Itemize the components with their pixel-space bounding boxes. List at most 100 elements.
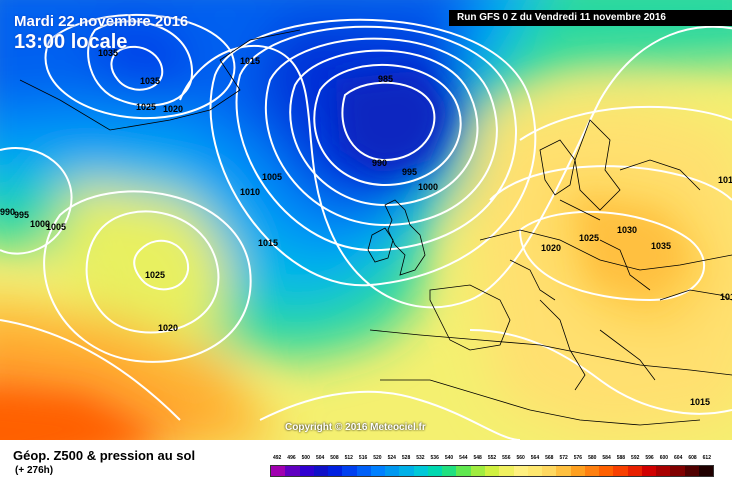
isobars	[0, 13, 732, 440]
legend-tick-label: 544	[459, 455, 468, 461]
legend-swatch	[285, 466, 300, 476]
legend-swatch	[442, 466, 457, 476]
legend-tick-label: 508	[330, 455, 339, 461]
legend-tick-label: 520	[373, 455, 382, 461]
legend-tick-label: 556	[502, 455, 511, 461]
legend-swatch	[328, 466, 343, 476]
isobar-label: 990	[372, 158, 387, 168]
legend-tick-label: 604	[674, 455, 683, 461]
legend-swatch	[456, 466, 471, 476]
legend-swatch	[413, 466, 428, 476]
legend-swatch	[313, 466, 329, 476]
isobar-label: 995	[14, 210, 29, 220]
legend-tick-label: 580	[588, 455, 597, 461]
isobar-label: 985	[378, 74, 393, 84]
isobar-label: 1035	[140, 76, 160, 86]
legend-tick-label: 560	[516, 455, 525, 461]
isobar-label: 101	[718, 175, 732, 185]
isobar-label: 1025	[579, 233, 599, 243]
isobar-label: 1005	[262, 172, 282, 182]
legend-swatch	[370, 466, 386, 476]
legend-tick-labels: 492 496 500 504 508 512 516 520 524 528 532 536 540 5…	[270, 455, 714, 463]
isobar-label: 1015	[258, 238, 278, 248]
legend-swatch	[470, 466, 485, 476]
legend-swatch	[641, 466, 657, 476]
legend-tick-label: 576	[573, 455, 583, 461]
forecast-date: Mardi 22 novembre 2016	[14, 13, 189, 30]
legend-swatch	[385, 466, 400, 476]
legend-swatch	[570, 466, 585, 476]
isobar-label: 1020	[163, 104, 183, 114]
forecast-time: 13:00 locale	[14, 31, 128, 53]
isobar-labels: 1035 1035 1015 1025 1020 985 990 995 100…	[0, 48, 732, 407]
legend-tick-label: 532	[416, 455, 425, 461]
map-footer: Géop. Z500 & pression au sol (+ 276h) 49…	[0, 440, 732, 488]
isobar-label: 1025	[145, 270, 165, 280]
legend-tick-label: 608	[688, 455, 697, 461]
legend-tick-label: 552	[487, 455, 497, 461]
legend-tick-label: 512	[344, 455, 353, 461]
legend-tick-label: 592	[631, 455, 640, 461]
legend-swatch	[342, 466, 357, 476]
legend-swatch	[613, 466, 628, 476]
legend-tick-label: 492	[272, 455, 282, 461]
legend-swatch	[399, 466, 414, 476]
legend-tick-label: 600	[659, 455, 669, 461]
isobar-label: 1020	[158, 323, 178, 333]
map-canvas: 1035 1035 1015 1025 1020 985 990 995 100…	[0, 0, 732, 440]
legend-swatch	[427, 466, 443, 476]
legend-tick-label: 548	[473, 455, 482, 461]
legend-swatch	[670, 466, 685, 476]
isobar-label: 1035	[98, 48, 118, 58]
legend-swatch	[627, 466, 642, 476]
legend-tick-label: 504	[315, 455, 325, 461]
legend-swatch	[484, 466, 500, 476]
legend-tick-label: 516	[358, 455, 368, 461]
isobar-label: 1015	[240, 56, 260, 66]
copyright-notice: Copyright © 2016 Meteociel.fr	[285, 422, 426, 433]
legend-swatch	[684, 466, 699, 476]
model-run-banner: Run GFS 0 Z du Vendredi 11 novembre 2016	[449, 10, 732, 26]
legend-tick-label: 588	[616, 455, 626, 461]
legend-swatch	[599, 466, 614, 476]
forecast-hour: (+ 276h)	[15, 465, 54, 476]
legend-tick-label: 496	[287, 455, 296, 461]
legend-tick-label: 596	[645, 455, 654, 461]
legend-swatch	[542, 466, 557, 476]
legend-tick-label: 524	[387, 455, 396, 461]
color-scale-legend	[270, 465, 714, 477]
coastlines	[19, 29, 732, 426]
legend-tick-label: 528	[401, 455, 411, 461]
weather-map: 1035 1035 1015 1025 1020 985 990 995 100…	[0, 0, 732, 440]
legend-tick-label: 540	[444, 455, 454, 461]
isobar-label: 1025	[136, 102, 156, 112]
isobar-label: 1015	[720, 292, 732, 302]
isobar-label: 1020	[541, 243, 561, 253]
legend-tick-label: 612	[702, 455, 711, 461]
isobar-label: 1015	[690, 397, 710, 407]
legend-swatch	[656, 466, 671, 476]
legend-swatch	[299, 466, 314, 476]
geopotential-field	[0, 0, 732, 440]
legend-tick-label: 584	[602, 455, 611, 461]
isobar-label: 1000	[30, 219, 50, 229]
legend-swatch	[513, 466, 528, 476]
legend-tick-label: 568	[545, 455, 554, 461]
legend-swatch	[271, 466, 286, 476]
product-title: Géop. Z500 & pression au sol	[13, 448, 196, 463]
legend-swatch	[584, 466, 600, 476]
legend-tick-label: 500	[301, 455, 310, 461]
legend-swatch	[698, 466, 714, 476]
legend-swatch	[356, 466, 371, 476]
isobar-label: 990	[0, 207, 15, 217]
legend-swatch	[527, 466, 543, 476]
isobar-label: 1010	[240, 187, 260, 197]
isobar-label: 1000	[418, 182, 438, 192]
legend-swatch	[556, 466, 571, 476]
legend-tick-label: 572	[559, 455, 568, 461]
legend-tick-label: 564	[530, 455, 540, 461]
legend-tick-label: 536	[430, 455, 439, 461]
isobar-label: 1030	[617, 225, 637, 235]
isobar-label: 995	[402, 167, 417, 177]
legend-swatch	[499, 466, 514, 476]
